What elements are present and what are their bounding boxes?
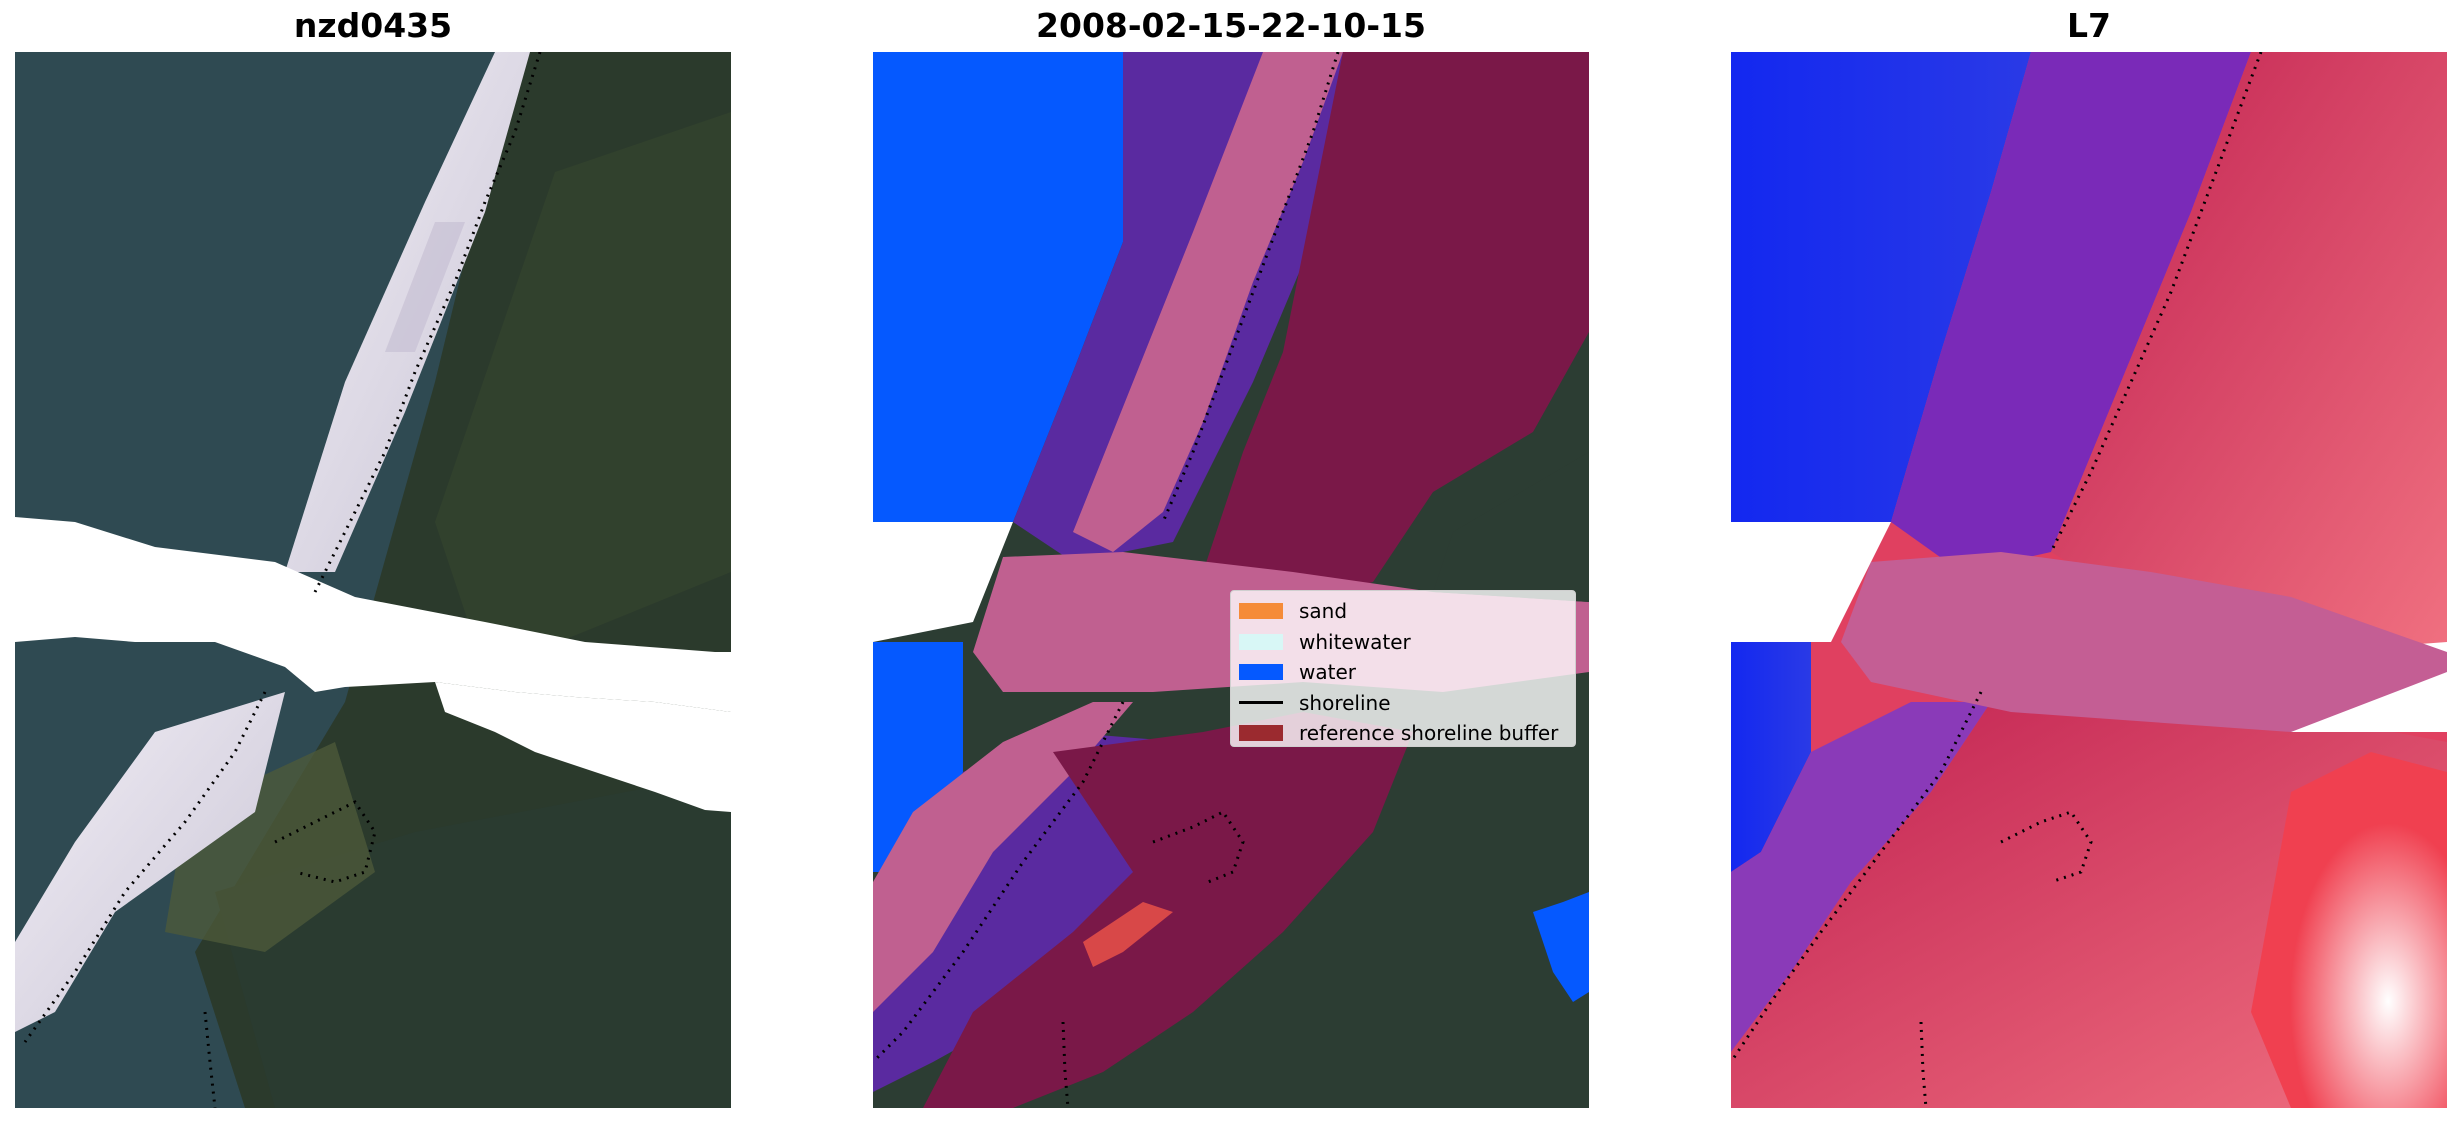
legend-label-buffer: reference shoreline buffer: [1299, 721, 1559, 746]
legend-label-whitewater: whitewater: [1299, 629, 1411, 654]
classification-image: [873, 52, 1589, 1108]
index-image: [1731, 52, 2447, 1108]
rgb-image: [15, 52, 731, 1108]
whitewater-swatch: [1239, 633, 1283, 650]
legend-label-sand: sand: [1299, 599, 1348, 624]
buffer-swatch: [1239, 725, 1283, 742]
legend-item-water: water: [1239, 657, 1575, 688]
panel-title-index: L7: [2067, 6, 2111, 45]
legend-item-buffer: reference shoreline buffer: [1239, 718, 1575, 749]
shoreline-line-icon: [1239, 701, 1283, 705]
legend-label-water: water: [1299, 660, 1356, 685]
rgb-image-panel: [15, 52, 731, 1108]
legend: sand whitewater water shoreline referenc…: [1230, 590, 1576, 747]
index-panel: [1731, 52, 2447, 1108]
legend-label-shoreline: shoreline: [1299, 690, 1391, 715]
sand-swatch: [1239, 603, 1283, 620]
legend-item-shoreline: shoreline: [1239, 688, 1575, 719]
panel-title-rgb: nzd0435: [293, 6, 453, 45]
legend-item-whitewater: whitewater: [1239, 627, 1575, 658]
panel-title-classification: 2008-02-15-22-10-15: [1036, 6, 1426, 45]
classification-panel: [873, 52, 1589, 1108]
water-swatch: [1239, 664, 1283, 681]
legend-item-sand: sand: [1239, 596, 1575, 627]
